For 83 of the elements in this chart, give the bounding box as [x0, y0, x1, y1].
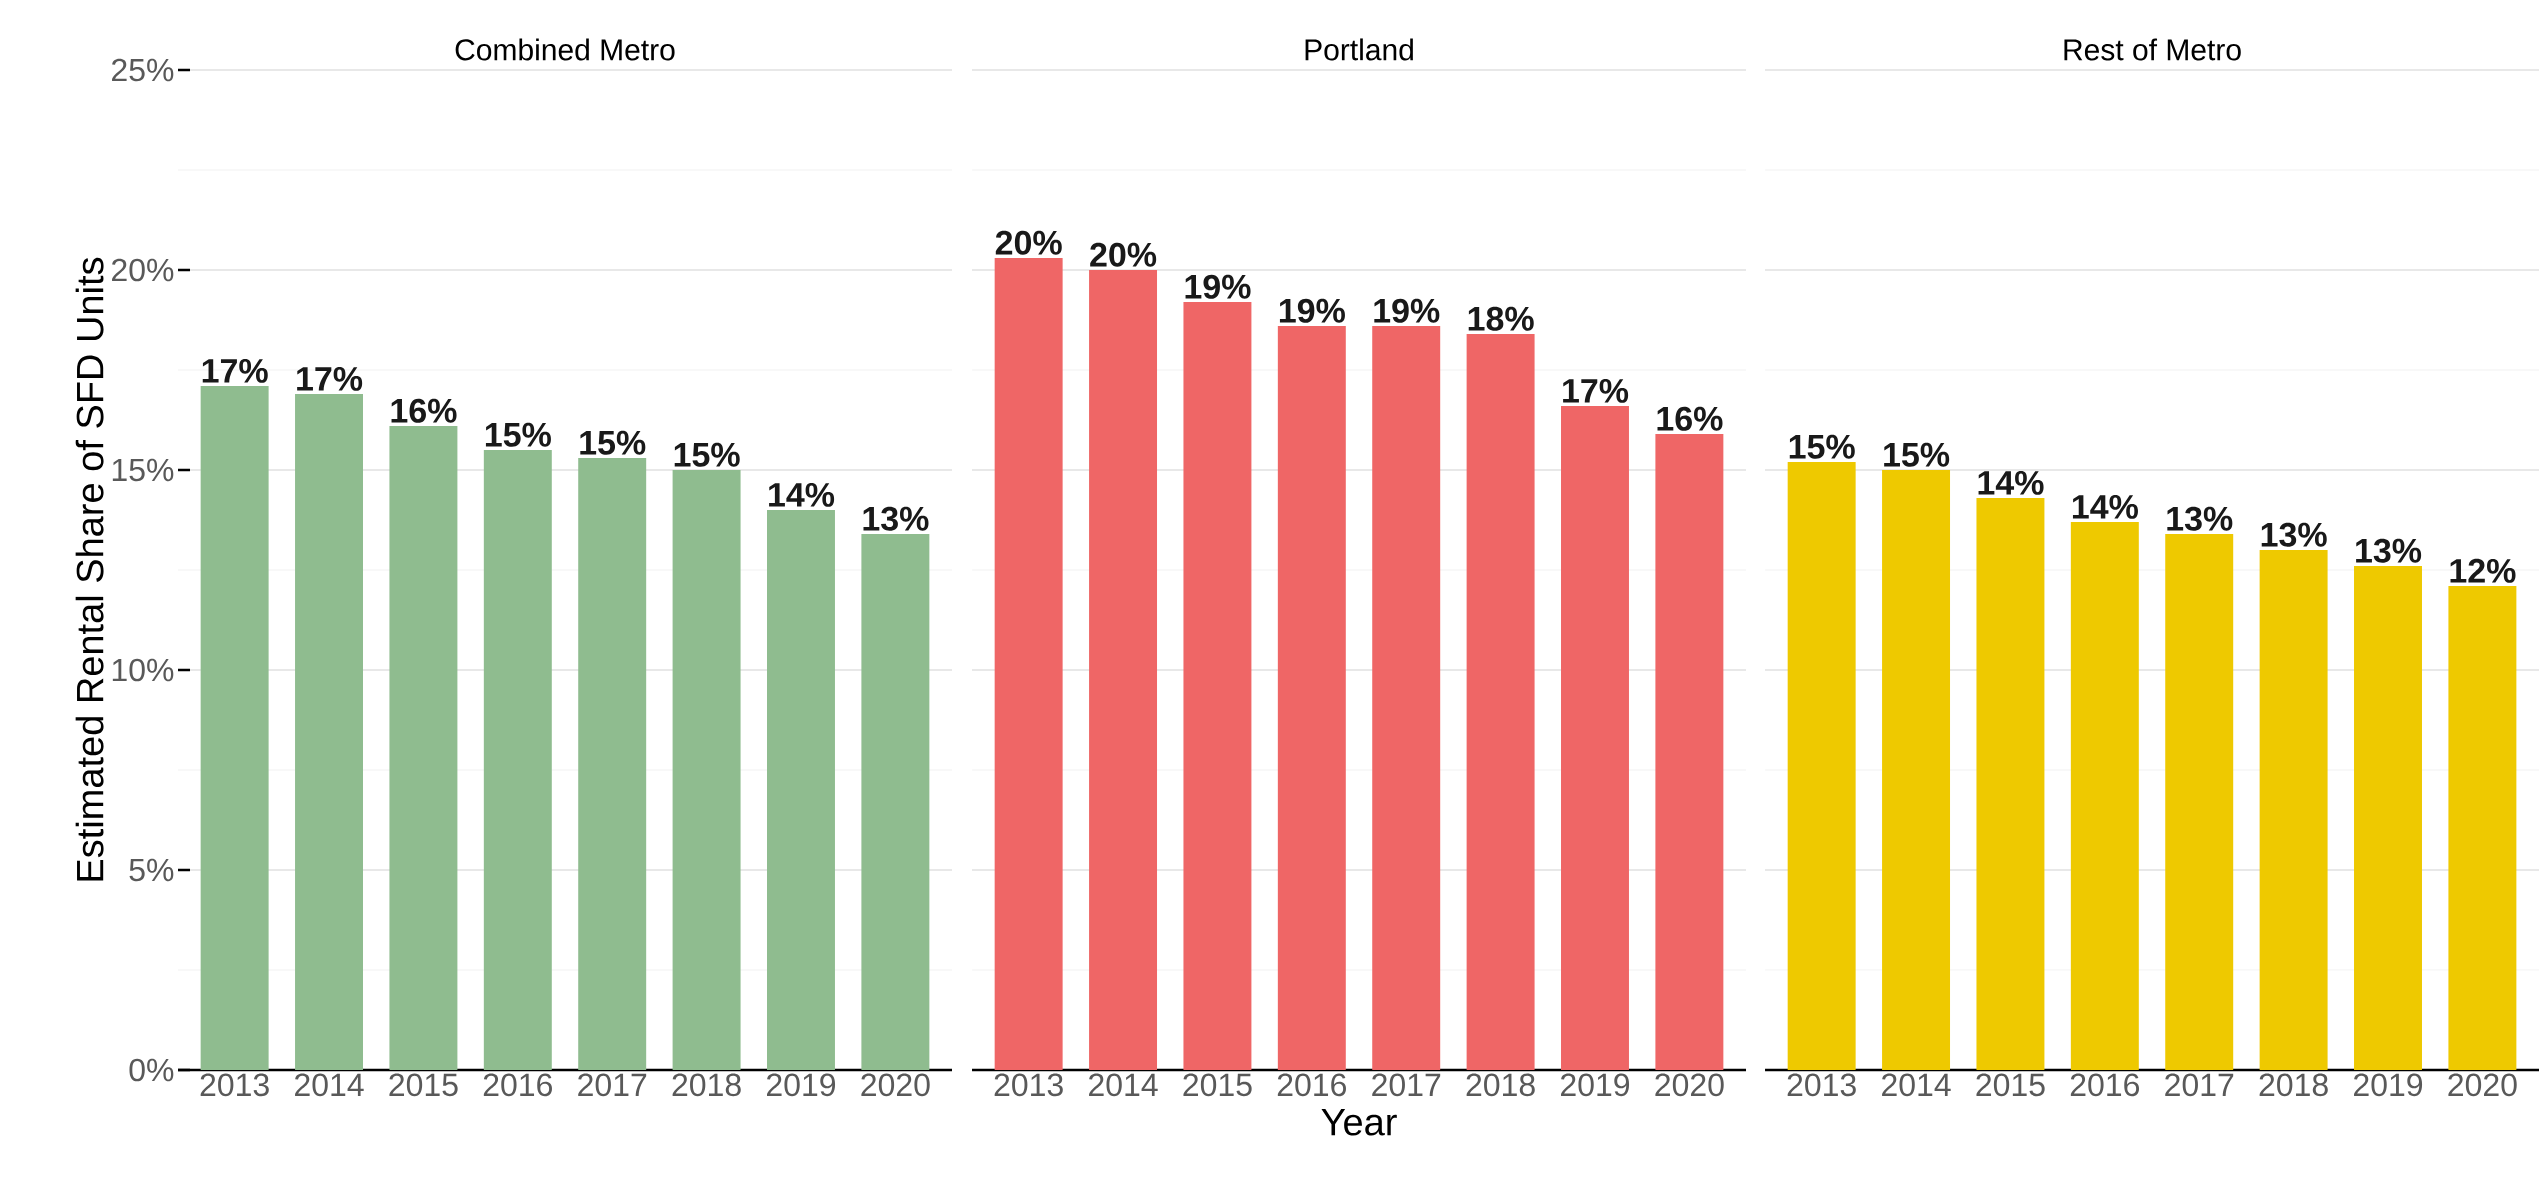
bar: [200, 386, 269, 1070]
bar: [2448, 586, 2517, 1070]
x-axis-title: Year: [1321, 1109, 1397, 1136]
y-tick-label: 10%: [112, 658, 174, 682]
data-label: 17%: [297, 366, 363, 391]
data-label: 20%: [1090, 242, 1157, 267]
bar: [295, 394, 364, 1070]
data-label: 14%: [769, 482, 835, 507]
y-tick-label: 20%: [112, 258, 174, 282]
x-tick-label: 2017: [2165, 1073, 2234, 1097]
data-label: 12%: [2450, 558, 2516, 583]
bar: [1787, 462, 1856, 1070]
data-label: 13%: [2261, 522, 2327, 547]
data-label: 13%: [863, 506, 929, 531]
bar: [1277, 326, 1346, 1070]
bar: [2165, 534, 2234, 1070]
x-tick-label: 2019: [2354, 1073, 2423, 1097]
bar: [1882, 470, 1951, 1070]
bar: [2259, 550, 2328, 1070]
x-tick-label: 2019: [1561, 1073, 1630, 1097]
data-label: 17%: [202, 358, 268, 383]
bar: [389, 426, 458, 1070]
data-label: 15%: [1789, 434, 1855, 459]
data-label: 14%: [1978, 470, 2044, 495]
data-label: 13%: [2356, 538, 2422, 563]
y-tick-label: 25%: [112, 58, 174, 82]
chart-title: Combined Metro: [455, 38, 675, 61]
chart-title: Portland: [1305, 38, 1413, 61]
bar: [1183, 302, 1252, 1070]
bar: [1655, 434, 1724, 1070]
x-tick-label: 2013: [1787, 1073, 1856, 1097]
data-label: 19%: [1279, 298, 1345, 323]
y-tick-label: 15%: [112, 458, 174, 482]
bar: [2354, 566, 2422, 1070]
x-tick-label: 2017: [578, 1073, 647, 1097]
y-tick-label: 0%: [129, 1058, 174, 1082]
x-tick-label: 2016: [483, 1073, 552, 1097]
x-tick-label: 2018: [1466, 1073, 1535, 1097]
data-label: 19%: [1185, 274, 1251, 299]
x-tick-label: 2020: [861, 1073, 930, 1097]
bar: [1561, 406, 1629, 1070]
x-tick-label: 2018: [672, 1073, 741, 1097]
x-tick-label: 2013: [200, 1073, 269, 1097]
x-tick-label: 2020: [1655, 1073, 1724, 1097]
chart-title: Rest of Metro: [2064, 38, 2241, 61]
data-label: 15%: [580, 430, 646, 455]
x-tick-label: 2016: [2070, 1073, 2139, 1097]
x-tick-label: 2020: [2448, 1073, 2517, 1097]
data-label: 16%: [391, 398, 457, 423]
x-tick-label: 2017: [1372, 1073, 1441, 1097]
data-label: 19%: [1374, 298, 1440, 323]
y-axis-title: Estimated Rental Share of SFD Units: [75, 257, 104, 881]
bar: [2070, 522, 2139, 1070]
bar: [1466, 334, 1535, 1070]
data-label: 18%: [1468, 306, 1534, 331]
data-label: 17%: [1563, 378, 1629, 403]
bar: [994, 258, 1063, 1070]
data-label: 16%: [1657, 406, 1723, 431]
bar: [767, 510, 835, 1070]
y-tick-label: 5%: [129, 858, 174, 882]
data-label: 15%: [1884, 442, 1950, 467]
x-tick-label: 2018: [2259, 1073, 2328, 1097]
bar: [1976, 498, 2045, 1070]
x-tick-label: 2014: [1882, 1073, 1951, 1097]
bar: [483, 450, 552, 1070]
x-tick-label: 2014: [1089, 1073, 1158, 1097]
data-label: 13%: [2167, 506, 2233, 531]
x-tick-label: 2013: [994, 1073, 1063, 1097]
x-tick-label: 2015: [1183, 1073, 1252, 1097]
bar: [578, 458, 647, 1070]
data-label: 15%: [674, 442, 740, 467]
data-label: 14%: [2072, 494, 2138, 519]
bar: [861, 534, 930, 1070]
x-tick-label: 2015: [1976, 1073, 2045, 1097]
x-tick-label: 2019: [767, 1073, 836, 1097]
x-tick-label: 2014: [295, 1073, 364, 1097]
data-label: 15%: [485, 422, 551, 447]
bar: [1372, 326, 1441, 1070]
bar: [1089, 270, 1158, 1070]
bar: [672, 470, 741, 1070]
x-tick-label: 2015: [389, 1073, 458, 1097]
data-label: 20%: [995, 230, 1062, 255]
x-tick-label: 2016: [1277, 1073, 1346, 1097]
